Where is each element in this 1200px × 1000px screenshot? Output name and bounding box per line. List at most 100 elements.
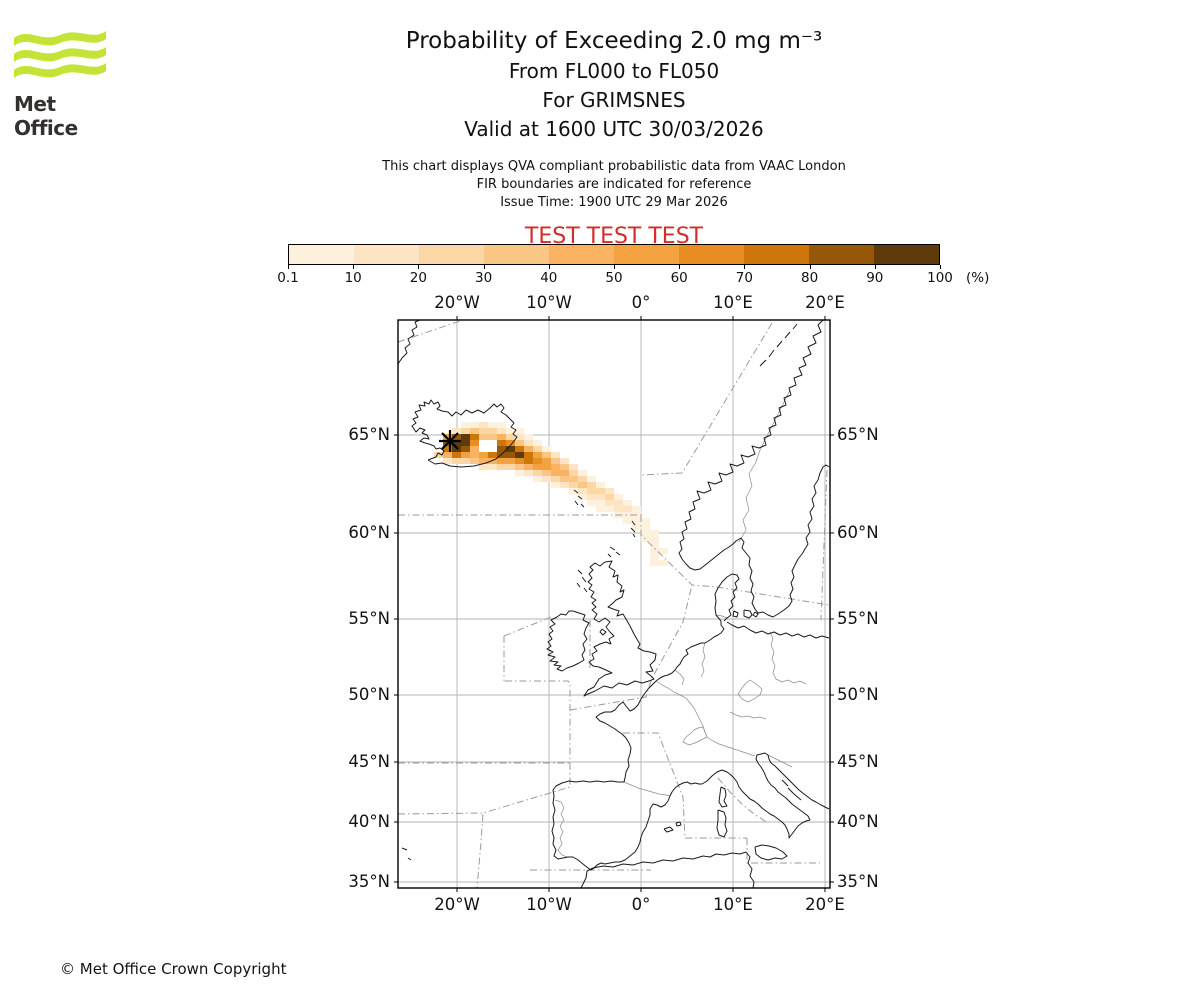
- ash-probability-cell: [515, 452, 524, 458]
- ash-probability-cell: [587, 500, 596, 506]
- ash-probability-cell: [515, 428, 524, 434]
- ash-probability-cell: [434, 452, 443, 458]
- ash-probability-cell: [506, 464, 515, 470]
- ash-probability-cell: [650, 542, 659, 548]
- ash-probability-cell: [569, 488, 578, 494]
- ash-probability-cell: [605, 500, 614, 506]
- ash-probability-cell: [452, 434, 461, 440]
- ash-probability-cell: [551, 464, 560, 470]
- ash-probability-cell: [650, 530, 659, 536]
- ash-probability-cell: [533, 464, 542, 470]
- ash-probability-cell: [551, 470, 560, 476]
- colorbar-tick-label: 20: [409, 270, 427, 286]
- ash-probability-cell: [488, 458, 497, 464]
- ash-probability-cell: [470, 452, 479, 458]
- ash-probability-cell: [533, 452, 542, 458]
- ash-probability-cell: [641, 524, 650, 530]
- ash-probability-cell: [542, 446, 551, 452]
- lat-label-right: 60°N: [837, 523, 879, 542]
- ash-probability-cell: [650, 536, 659, 542]
- colorbar-tick-label: 40: [540, 270, 558, 286]
- ash-probability-cell: [452, 458, 461, 464]
- colorbar-segment-10: [874, 245, 939, 264]
- ash-probability-cell: [614, 506, 623, 512]
- ash-probability-cell: [569, 476, 578, 482]
- ash-probability-cell: [650, 560, 659, 566]
- ash-probability-cell: [605, 506, 614, 512]
- lat-label-left: 35°N: [348, 872, 390, 891]
- map-frame: [397, 319, 831, 889]
- lon-label-bottom: 20°E: [805, 895, 845, 914]
- lat-label-left: 45°N: [348, 752, 390, 771]
- country-borders: [554, 389, 807, 858]
- ash-probability-cell: [587, 476, 596, 482]
- colorbar-tick-label: 80: [801, 270, 819, 286]
- ash-probability-cell: [461, 446, 470, 452]
- colorbar-tick: [353, 265, 355, 269]
- ash-probability-cell: [443, 458, 452, 464]
- ash-probability-cell: [470, 446, 479, 452]
- lat-label-left: 60°N: [348, 523, 390, 542]
- ash-probability-cell: [524, 452, 533, 458]
- note-qva: This chart displays QVA compliant probab…: [382, 159, 846, 174]
- colorbar-unit-label: (%): [966, 270, 990, 286]
- lat-label-left: 55°N: [348, 609, 390, 628]
- lat-label-right: 45°N: [837, 752, 879, 771]
- colorbar-tick-label: 10: [344, 270, 362, 286]
- colorbar-tick: [483, 265, 485, 269]
- ash-probability-cell: [533, 476, 542, 482]
- ash-probability-cell: [578, 488, 587, 494]
- ash-probability-cell: [470, 428, 479, 434]
- ash-probability-cell: [578, 482, 587, 488]
- ash-probability-cell: [470, 434, 479, 440]
- colorbar-tick-label: 50: [605, 270, 623, 286]
- ash-probability-cell: [524, 470, 533, 476]
- met-office-logo: Met Office: [14, 26, 124, 140]
- ash-probability-cell: [479, 428, 488, 434]
- ash-probability-cell: [623, 518, 632, 524]
- ash-probability-cell: [578, 470, 587, 476]
- lat-label-left: 50°N: [348, 685, 390, 704]
- ash-probability-cell: [461, 440, 470, 446]
- subtitle-flight-levels: From FL000 to FL050: [508, 59, 720, 83]
- colorbar-tick: [548, 265, 550, 269]
- colorbar: [288, 244, 940, 265]
- ash-probability-cell: [659, 548, 668, 554]
- ash-probability-cell: [533, 446, 542, 452]
- ash-probability-cell: [551, 458, 560, 464]
- header-block: Probability of Exceeding 2.0 mg m⁻³ From…: [214, 0, 1014, 249]
- ash-probability-cell: [560, 464, 569, 470]
- subtitle-valid-time: Valid at 1600 UTC 30/03/2026: [464, 117, 764, 141]
- ash-probability-cell: [542, 470, 551, 476]
- fir-boundaries: [397, 319, 830, 889]
- ash-probability-cell: [524, 446, 533, 452]
- ash-probability-cell: [587, 494, 596, 500]
- ash-probability-cell: [551, 452, 560, 458]
- colorbar-tick-label: 70: [735, 270, 753, 286]
- ash-probability-cell: [524, 434, 533, 440]
- ash-probability-layer: [434, 422, 668, 566]
- ash-probability-cell: [506, 446, 515, 452]
- ash-probability-cell: [497, 452, 506, 458]
- colorbar-segment-4: [484, 245, 549, 264]
- ash-probability-cell: [515, 470, 524, 476]
- ash-probability-cell: [560, 482, 569, 488]
- ash-probability-cell: [650, 554, 659, 560]
- colorbar-tick: [809, 265, 811, 269]
- ash-probability-cell: [596, 494, 605, 500]
- lon-label-bottom: 10°E: [713, 895, 753, 914]
- ash-probability-cell: [569, 482, 578, 488]
- ash-probability-cell: [479, 422, 488, 428]
- ash-probability-cell: [632, 518, 641, 524]
- colorbar-segment-3: [419, 245, 484, 264]
- ash-probability-cell: [443, 446, 452, 452]
- ash-probability-cell: [560, 470, 569, 476]
- ash-probability-cell: [497, 440, 506, 446]
- colorbar-segment-8: [744, 245, 809, 264]
- ash-probability-cell: [569, 470, 578, 476]
- ash-probability-cell: [533, 470, 542, 476]
- colorbar-tick-label: 0.1: [277, 270, 299, 286]
- colorbar-tick: [418, 265, 420, 269]
- ash-probability-cell: [623, 506, 632, 512]
- colorbar-tick: [940, 265, 941, 269]
